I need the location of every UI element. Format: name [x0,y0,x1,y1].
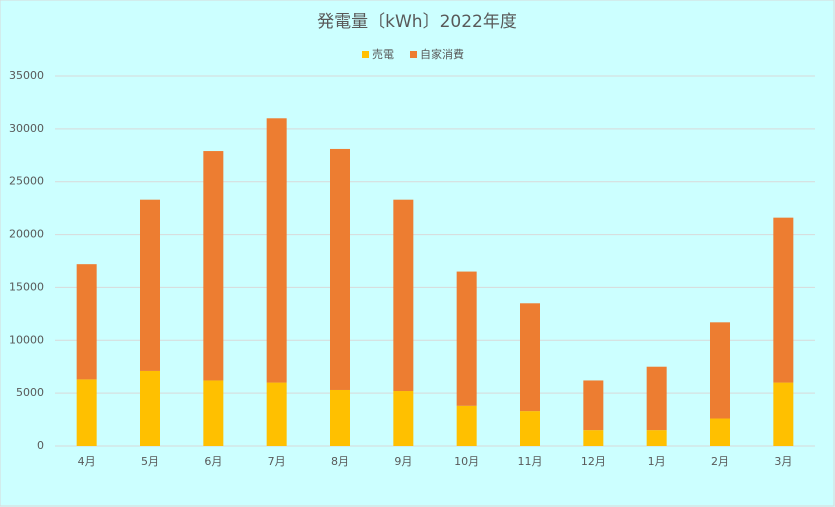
x-tick-label: 8月 [331,455,349,468]
bar-segment [456,405,477,446]
x-tick-label: 1月 [648,455,666,468]
x-tick-label: 10月 [454,455,479,468]
bar-segment [266,118,287,383]
legend-swatch [362,51,369,58]
x-tick-label: 2月 [711,455,729,468]
bar-segment [520,303,540,412]
bar-segment [76,379,97,446]
bar-segment [773,217,794,383]
bar-segment [393,391,414,446]
bar-segment [330,148,350,390]
x-tick-label: 12月 [581,455,606,468]
bar-segment [710,418,730,446]
bar-segment [140,370,160,446]
x-tick-label: 3月 [774,455,792,468]
y-tick-label: 30000 [9,122,44,135]
bar-segment [76,264,97,380]
y-tick-label: 15000 [9,280,44,293]
legend-label: 自家消費 [420,47,464,61]
x-tick-label: 5月 [141,455,159,468]
x-tick-label: 7月 [268,455,286,468]
bar-segment [266,382,287,446]
bar-segment [646,366,667,431]
x-tick-label: 9月 [394,455,412,468]
legend-label: 売電 [372,48,394,61]
y-tick-label: 20000 [9,228,44,241]
bar-segment [583,430,604,446]
bar-segment [773,382,794,446]
bar-segment [330,389,350,446]
bar-segment [203,151,224,381]
x-tick-label: 4月 [78,455,96,468]
y-tick-label: 0 [37,439,44,452]
y-tick-label: 35000 [9,69,44,82]
bar-segment [646,430,667,446]
x-tick-label: 11月 [518,455,543,468]
bar-segment [456,271,477,406]
y-tick-label: 25000 [9,175,44,188]
x-tick-label: 6月 [204,455,222,468]
bar-segment [203,380,224,446]
bar-segment [520,411,540,446]
chart-title: 発電量〔kWh〕2022年度 [317,12,517,32]
y-tick-label: 5000 [16,386,44,399]
y-tick-label: 10000 [9,333,44,346]
bar-segment [583,380,604,431]
bar-segment [393,199,414,392]
legend-swatch [410,51,417,58]
bar-segment [710,322,730,419]
bar-segment [140,199,160,371]
